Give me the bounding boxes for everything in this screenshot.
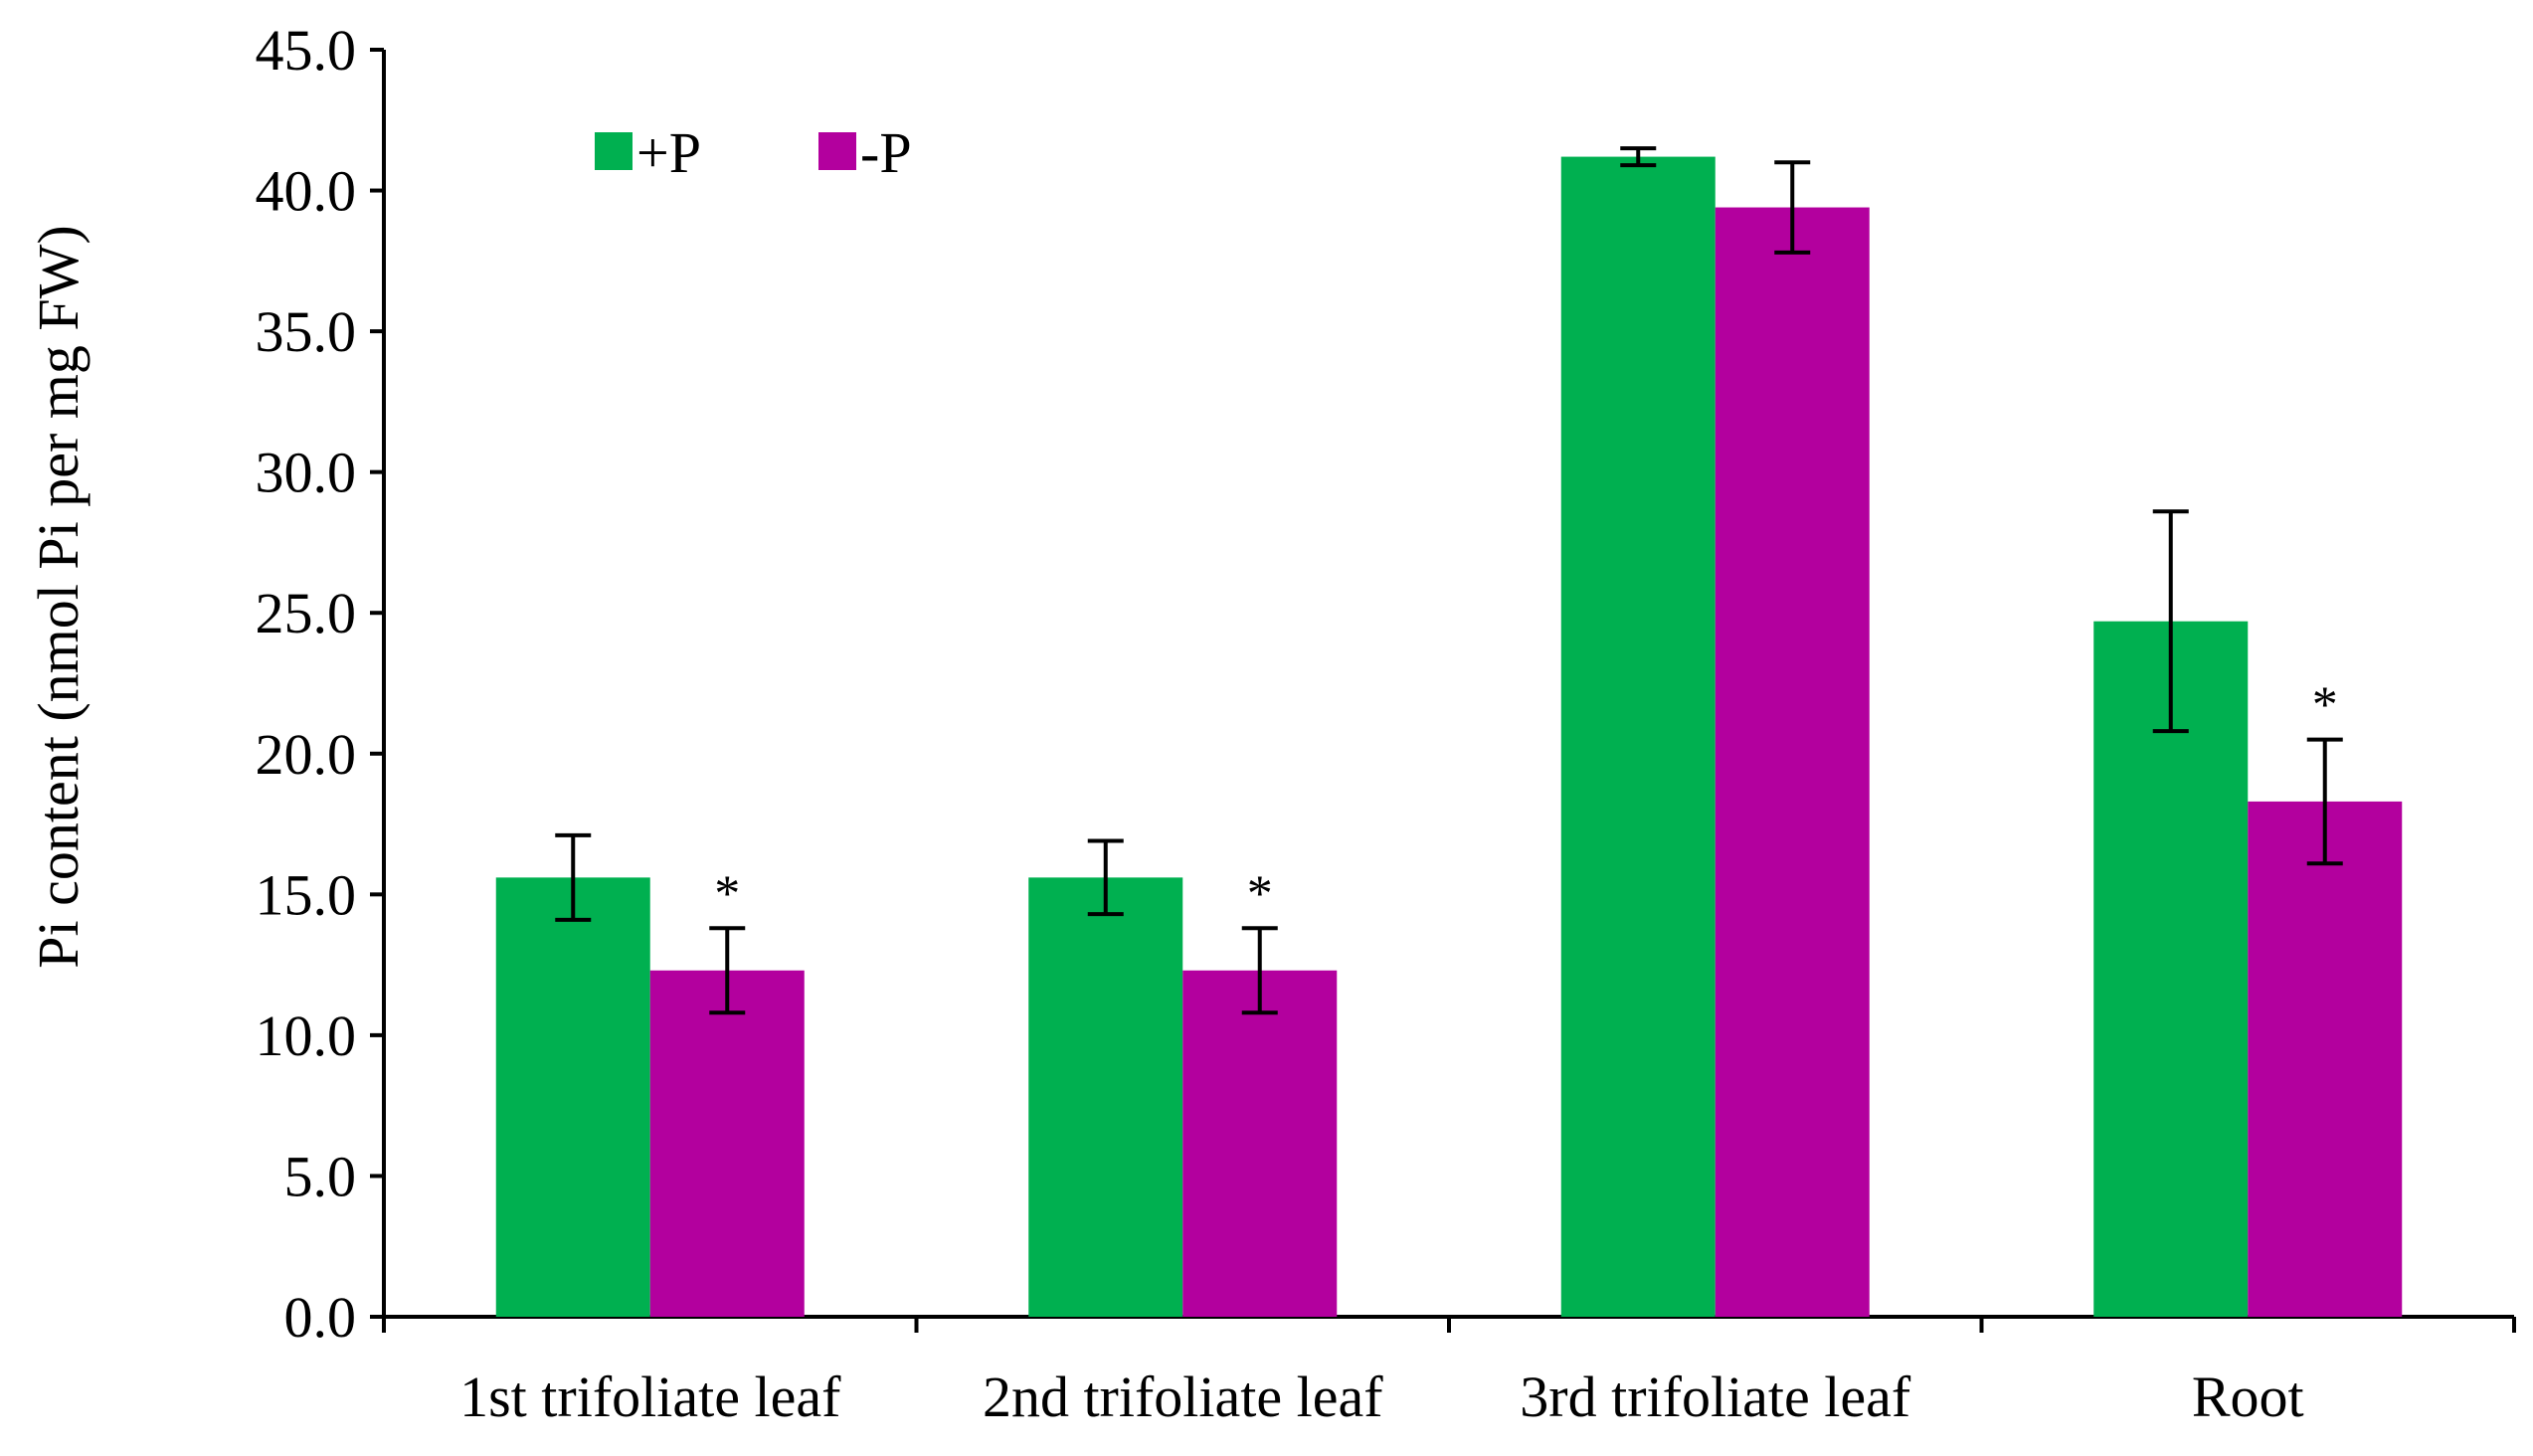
y-tick-label: 0.0 xyxy=(284,1285,357,1350)
bar-minus-p xyxy=(649,970,805,1317)
y-tick-label: 45.0 xyxy=(256,18,357,83)
y-tick-label: 40.0 xyxy=(256,159,357,224)
plot-area: 0.0 5.0 10.0 15.0 20.0 25.0 30.0 35.0 40.0 45.0 1s… xyxy=(256,18,2516,1429)
y-axis-title: Pi content (nmol Pi per mg FW) xyxy=(26,225,90,969)
bar-plus-p xyxy=(1560,156,1716,1317)
y-tick-label: 35.0 xyxy=(256,299,357,364)
y-tick-label: 20.0 xyxy=(256,722,357,787)
legend-swatch-minus-p xyxy=(818,132,856,170)
y-tick-label: 5.0 xyxy=(284,1144,357,1208)
x-category-label: Root xyxy=(2192,1365,2304,1429)
legend-label-minus-p: -P xyxy=(860,120,912,185)
x-category-label: 2nd trifoliate leaf xyxy=(983,1365,1383,1429)
bar-minus-p xyxy=(1715,207,1870,1317)
bar-plus-p xyxy=(1028,877,1183,1317)
y-tick-label: 15.0 xyxy=(256,862,357,927)
legend-label-plus-p: +P xyxy=(636,120,701,185)
y-tick-label: 10.0 xyxy=(256,1003,357,1068)
x-category-label: 3rd trifoliate leaf xyxy=(1520,1365,1911,1429)
bar-minus-p xyxy=(1182,970,1338,1317)
bar-minus-p xyxy=(2248,801,2403,1317)
significance-marker: * xyxy=(2312,677,2338,734)
y-tick-label: 25.0 xyxy=(256,581,357,645)
legend: +P -P xyxy=(595,120,912,185)
bar-plus-p xyxy=(2093,621,2249,1317)
significance-marker: * xyxy=(1247,865,1273,922)
bar-plus-p xyxy=(495,877,650,1317)
y-tick-label: 30.0 xyxy=(256,441,357,505)
significance-marker: * xyxy=(714,865,740,922)
legend-swatch-plus-p xyxy=(595,132,633,170)
x-category-label: 1st trifoliate leaf xyxy=(459,1365,841,1429)
